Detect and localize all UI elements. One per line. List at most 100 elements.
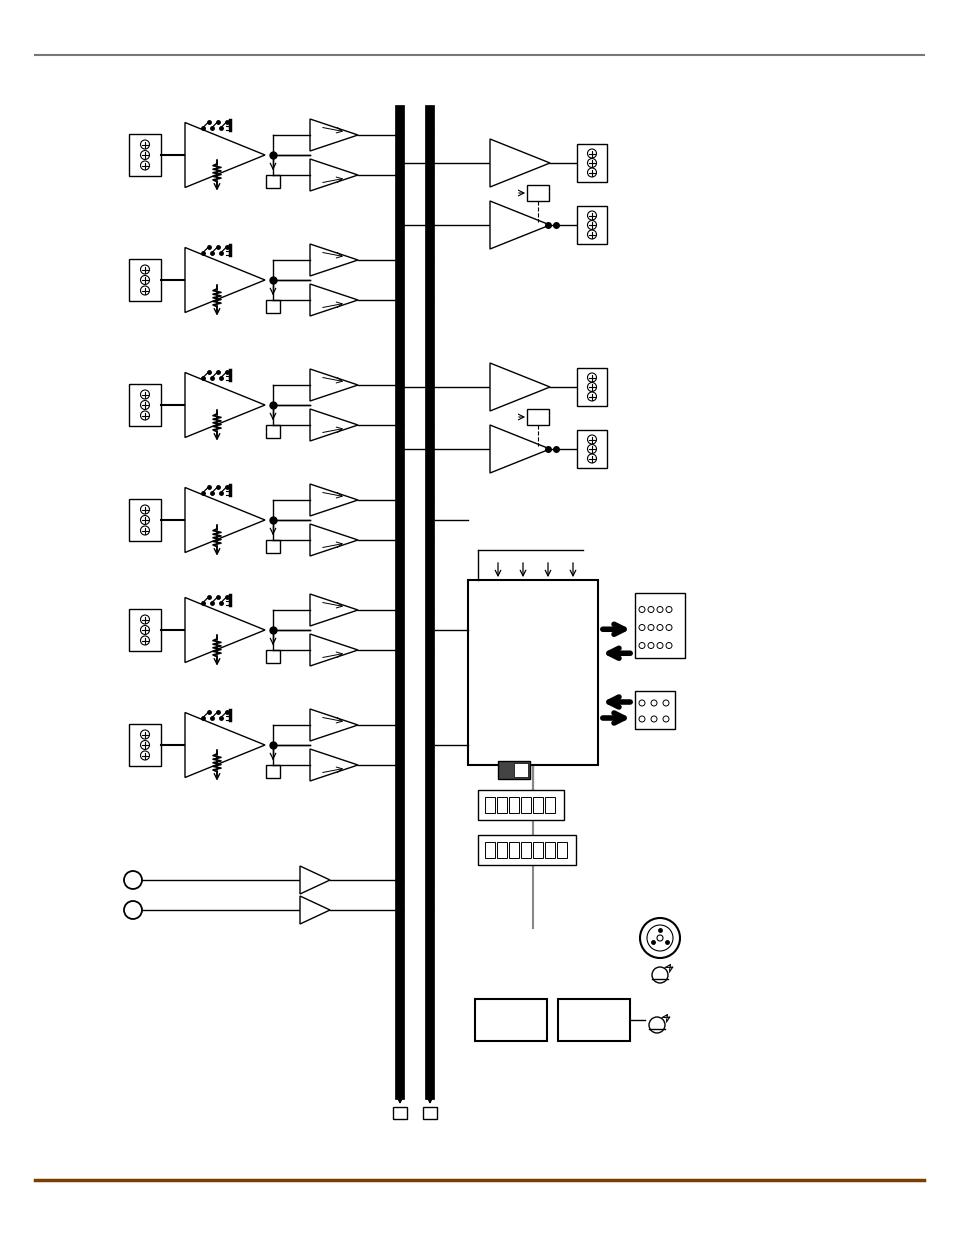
Polygon shape: [310, 634, 357, 666]
Circle shape: [140, 751, 150, 760]
Bar: [422, 1107, 436, 1119]
Bar: [577, 368, 606, 406]
Circle shape: [587, 391, 596, 401]
Bar: [533, 797, 542, 813]
Circle shape: [587, 149, 596, 158]
Circle shape: [140, 505, 150, 514]
Circle shape: [140, 730, 150, 739]
Polygon shape: [310, 709, 357, 741]
Circle shape: [587, 445, 596, 453]
Circle shape: [646, 925, 672, 951]
Circle shape: [665, 606, 671, 613]
Bar: [533, 842, 542, 858]
Polygon shape: [185, 247, 265, 312]
Circle shape: [140, 515, 150, 525]
Circle shape: [639, 700, 644, 706]
Circle shape: [140, 741, 150, 750]
Polygon shape: [310, 484, 357, 516]
Bar: [129, 259, 161, 301]
Bar: [520, 797, 531, 813]
Circle shape: [587, 221, 596, 230]
Circle shape: [140, 636, 150, 645]
Circle shape: [140, 526, 150, 535]
Bar: [475, 999, 546, 1041]
Bar: [635, 593, 684, 657]
Polygon shape: [490, 201, 550, 249]
Bar: [477, 835, 576, 864]
Circle shape: [639, 716, 644, 722]
Bar: [514, 763, 528, 777]
Polygon shape: [310, 284, 357, 316]
Circle shape: [647, 642, 654, 648]
Bar: [468, 580, 598, 764]
Polygon shape: [185, 713, 265, 778]
Polygon shape: [299, 866, 330, 894]
Circle shape: [587, 454, 596, 463]
Circle shape: [140, 390, 150, 399]
Bar: [129, 499, 161, 541]
Bar: [129, 384, 161, 426]
Polygon shape: [185, 598, 265, 662]
Polygon shape: [299, 897, 330, 924]
Bar: [266, 425, 280, 437]
Bar: [266, 300, 280, 312]
Bar: [526, 185, 548, 201]
Bar: [520, 842, 531, 858]
Polygon shape: [185, 122, 265, 188]
Circle shape: [140, 400, 150, 410]
Bar: [266, 540, 280, 552]
Bar: [497, 761, 530, 779]
Circle shape: [140, 287, 150, 295]
Polygon shape: [490, 140, 550, 186]
Circle shape: [140, 151, 150, 159]
Bar: [266, 174, 280, 188]
Circle shape: [657, 606, 662, 613]
Circle shape: [647, 625, 654, 631]
Circle shape: [662, 716, 668, 722]
Bar: [497, 797, 506, 813]
Polygon shape: [310, 159, 357, 191]
Polygon shape: [310, 245, 357, 275]
Circle shape: [587, 435, 596, 445]
Circle shape: [140, 625, 150, 635]
Circle shape: [662, 700, 668, 706]
Bar: [477, 790, 563, 820]
Circle shape: [587, 230, 596, 240]
Circle shape: [650, 716, 657, 722]
Circle shape: [639, 642, 644, 648]
Bar: [577, 144, 606, 182]
Bar: [558, 999, 629, 1041]
Circle shape: [587, 168, 596, 177]
Bar: [393, 1107, 407, 1119]
Circle shape: [651, 967, 667, 983]
Bar: [129, 609, 161, 651]
Bar: [577, 206, 606, 245]
Circle shape: [140, 161, 150, 170]
Circle shape: [140, 275, 150, 284]
Circle shape: [639, 918, 679, 958]
Bar: [557, 842, 566, 858]
Circle shape: [587, 383, 596, 391]
Circle shape: [647, 606, 654, 613]
Polygon shape: [490, 425, 550, 473]
Polygon shape: [310, 369, 357, 401]
Circle shape: [650, 700, 657, 706]
Circle shape: [639, 606, 644, 613]
Bar: [544, 797, 555, 813]
Bar: [266, 764, 280, 778]
Bar: [129, 724, 161, 766]
Bar: [526, 409, 548, 425]
Circle shape: [587, 211, 596, 220]
Circle shape: [140, 411, 150, 420]
Circle shape: [657, 935, 662, 941]
Circle shape: [657, 625, 662, 631]
Polygon shape: [310, 119, 357, 151]
Circle shape: [665, 625, 671, 631]
Circle shape: [639, 625, 644, 631]
Circle shape: [587, 373, 596, 382]
Polygon shape: [185, 373, 265, 437]
Bar: [509, 842, 518, 858]
Polygon shape: [310, 409, 357, 441]
Circle shape: [140, 140, 150, 149]
Polygon shape: [310, 748, 357, 781]
